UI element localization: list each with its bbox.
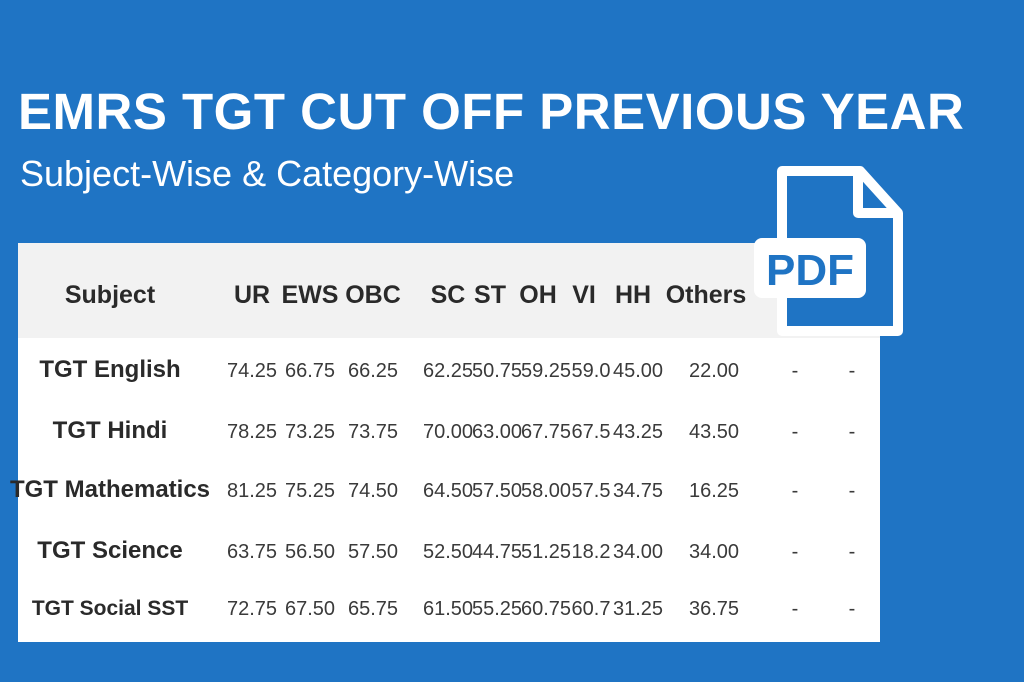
subject-cell: TGT Science xyxy=(37,537,183,564)
pdf-file-icon: PDF xyxy=(754,166,903,336)
column-header-oh: OH xyxy=(519,281,557,309)
column-header-ur: UR xyxy=(233,281,271,309)
value-cell: 66.25 xyxy=(347,360,399,382)
value-cell: 70.00 xyxy=(422,421,474,443)
value-cell: 34.75 xyxy=(612,480,664,502)
value-cell: 43.50 xyxy=(688,421,740,443)
value-cell: 16.25 xyxy=(688,480,740,502)
value-cell: 36.75 xyxy=(688,598,740,620)
subject-cell: TGT Social SST xyxy=(31,597,189,620)
value-cell: 61.50 xyxy=(422,598,474,620)
value-cell: 45.00 xyxy=(612,360,664,382)
value-cell: - xyxy=(848,598,856,620)
value-cell: 65.75 xyxy=(347,598,399,620)
value-cell: 56.50 xyxy=(284,541,336,563)
value-cell: 51.25 xyxy=(520,541,572,563)
column-header-vi: VI xyxy=(572,281,596,309)
value-cell: - xyxy=(848,421,856,443)
value-cell: 64.50 xyxy=(422,480,474,502)
value-cell: 67.50 xyxy=(284,598,336,620)
value-cell: 50.75 xyxy=(471,360,523,382)
subject-cell: TGT English xyxy=(39,356,181,383)
value-cell: 31.25 xyxy=(612,598,664,620)
subject-cell: TGT Mathematics xyxy=(9,476,211,503)
value-cell: 57.50 xyxy=(471,480,523,502)
value-cell: 34.00 xyxy=(688,541,740,563)
value-cell: 73.75 xyxy=(347,421,399,443)
subject-cell: TGT Hindi xyxy=(52,417,168,444)
page-subtitle: Subject-Wise & Category-Wise xyxy=(20,153,515,194)
value-cell: 66.75 xyxy=(284,360,336,382)
pdf-label: PDF xyxy=(766,246,854,295)
value-cell: 58.00 xyxy=(520,480,572,502)
value-cell: 57.5 xyxy=(571,480,611,502)
value-cell: 75.25 xyxy=(284,480,336,502)
value-cell: 43.25 xyxy=(612,421,664,443)
column-header-st: ST xyxy=(474,281,506,309)
value-cell: 73.25 xyxy=(284,421,336,443)
column-header-ews: EWS xyxy=(281,281,339,309)
value-cell: - xyxy=(791,541,799,563)
value-cell: 63.00 xyxy=(471,421,523,443)
value-cell: 57.50 xyxy=(347,541,399,563)
cutoff-table: Subject UR EWS OBC SC ST OH VI HH Others TGT Engli… xyxy=(10,243,880,642)
value-cell: 72.75 xyxy=(226,598,278,620)
value-cell: - xyxy=(848,360,856,382)
value-cell: 81.25 xyxy=(226,480,278,502)
value-cell: 55.25 xyxy=(471,598,523,620)
value-cell: 59.25 xyxy=(520,360,572,382)
value-cell: 74.25 xyxy=(226,360,278,382)
value-cell: 59.0 xyxy=(571,360,611,382)
column-header-subject: Subject xyxy=(64,281,156,309)
value-cell: 67.5 xyxy=(571,421,611,443)
value-cell: - xyxy=(848,541,856,563)
value-cell: 63.75 xyxy=(226,541,278,563)
value-cell: - xyxy=(848,480,856,502)
column-header-sc: SC xyxy=(430,281,466,309)
value-cell: 74.50 xyxy=(347,480,399,502)
value-cell: 60.75 xyxy=(520,598,572,620)
value-cell: 44.75 xyxy=(471,541,523,563)
value-cell: 22.00 xyxy=(688,360,740,382)
value-cell: - xyxy=(791,598,799,620)
value-cell: 67.75 xyxy=(520,421,572,443)
column-header-hh: HH xyxy=(614,281,652,309)
column-header-others: Others xyxy=(665,281,747,309)
value-cell: 62.25 xyxy=(422,360,474,382)
value-cell: 18.2 xyxy=(571,541,611,563)
value-cell: - xyxy=(791,360,799,382)
value-cell: 60.7 xyxy=(571,598,611,620)
value-cell: 34.00 xyxy=(612,541,664,563)
page-title: EMRS TGT CUT OFF PREVIOUS YEAR xyxy=(18,83,965,140)
value-cell: 78.25 xyxy=(226,421,278,443)
column-header-obc: OBC xyxy=(345,281,401,309)
value-cell: - xyxy=(791,421,799,443)
value-cell: - xyxy=(791,480,799,502)
value-cell: 52.50 xyxy=(422,541,474,563)
table-header-row xyxy=(18,243,880,338)
